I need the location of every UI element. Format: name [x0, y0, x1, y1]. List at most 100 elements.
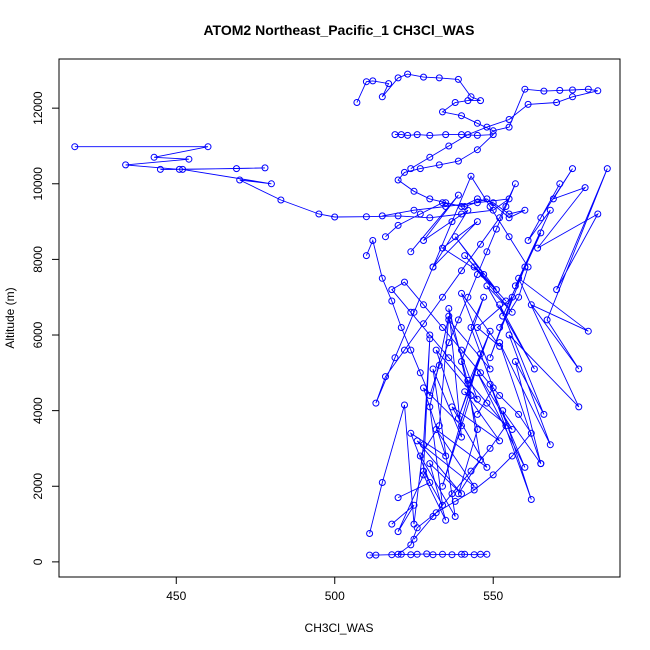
data-point: [486, 354, 494, 362]
data-point: [261, 164, 269, 172]
data-point: [492, 286, 500, 294]
data-point: [483, 399, 491, 407]
y-tick-label: 2000: [31, 473, 45, 500]
data-point: [315, 210, 323, 218]
data-point: [448, 218, 456, 226]
data-point: [435, 161, 443, 169]
data-point: [473, 395, 481, 403]
data-point: [458, 358, 465, 365]
chart-title: ATOM2 Northeast_Pacific_1 CH3Cl_WAS: [203, 22, 474, 38]
data-point: [477, 369, 484, 377]
data-point: [556, 180, 564, 188]
y-tick-label: 12000: [31, 91, 45, 125]
data-point: [277, 196, 285, 204]
y-axis-label: Altitude (m): [3, 287, 17, 348]
data-point: [502, 203, 510, 210]
data-point: [179, 165, 187, 173]
data-point: [524, 100, 532, 108]
data-point: [464, 97, 472, 105]
data-point: [569, 93, 576, 101]
data-point: [426, 460, 434, 468]
data-point: [394, 74, 402, 82]
data-point: [397, 324, 405, 331]
data-point: [540, 410, 548, 418]
data-point: [546, 206, 554, 214]
data-point: [505, 116, 513, 123]
data-point: [483, 248, 491, 256]
data-point: [410, 206, 418, 214]
data-point: [467, 467, 475, 475]
data-point: [454, 75, 462, 83]
data-point: [483, 550, 491, 558]
data-point: [394, 528, 402, 536]
data-point: [502, 422, 510, 430]
series-line: [356, 73, 598, 169]
data-point: [416, 165, 424, 173]
data-point: [435, 361, 443, 369]
data-point: [543, 316, 551, 324]
data-point: [524, 263, 532, 271]
data-point: [458, 210, 465, 218]
data-point: [407, 541, 415, 549]
data-point: [464, 131, 472, 139]
data-point: [394, 176, 402, 184]
data-point: [584, 85, 592, 93]
x-tick-label: 450: [166, 589, 186, 603]
data-point: [362, 213, 370, 221]
data-point: [505, 123, 513, 131]
data-point: [404, 131, 412, 139]
data-point: [473, 146, 481, 154]
data-point: [369, 77, 377, 85]
data-point: [439, 108, 446, 116]
data-point: [378, 93, 386, 101]
data-point: [407, 165, 415, 173]
data-point: [489, 127, 497, 135]
y-tick-label: 4000: [31, 397, 45, 424]
data-point: [426, 331, 434, 339]
data-point: [404, 70, 412, 78]
x-tick-label: 550: [483, 589, 503, 603]
series-line: [391, 194, 545, 532]
data-point: [420, 301, 427, 309]
data-point: [556, 86, 564, 94]
data-point: [537, 229, 545, 237]
data-point: [527, 301, 535, 309]
y-tick-label: 0: [31, 558, 45, 565]
data-point: [410, 187, 418, 195]
data-point: [454, 316, 462, 324]
data-point: [451, 99, 459, 106]
data-point: [473, 119, 481, 127]
data-point: [553, 286, 561, 294]
data-point: [388, 297, 396, 305]
data-point: [445, 316, 453, 324]
data-point: [454, 191, 462, 199]
data-point: [527, 496, 535, 503]
data-point: [584, 327, 592, 335]
data-point: [496, 324, 504, 331]
data-point: [435, 74, 443, 82]
data-point: [204, 143, 212, 151]
data-point: [515, 293, 523, 301]
data-point: [378, 212, 386, 220]
data-point: [508, 426, 516, 433]
series-line: [391, 281, 532, 555]
data-point: [429, 365, 437, 373]
data-point: [461, 388, 469, 396]
data-point: [420, 73, 427, 81]
data-point: [505, 233, 513, 241]
x-tick-label: 500: [325, 589, 345, 603]
data-point: [442, 452, 450, 460]
data-point: [486, 444, 494, 452]
data-point: [331, 213, 339, 221]
data-point: [454, 157, 462, 165]
data-point: [496, 214, 504, 222]
data-point: [122, 161, 130, 169]
data-point: [372, 551, 380, 559]
data-point: [569, 86, 576, 94]
data-point: [515, 410, 523, 418]
data-point: [401, 401, 408, 409]
data-point: [413, 131, 421, 139]
data-point: [401, 346, 408, 354]
data-point: [429, 263, 437, 271]
